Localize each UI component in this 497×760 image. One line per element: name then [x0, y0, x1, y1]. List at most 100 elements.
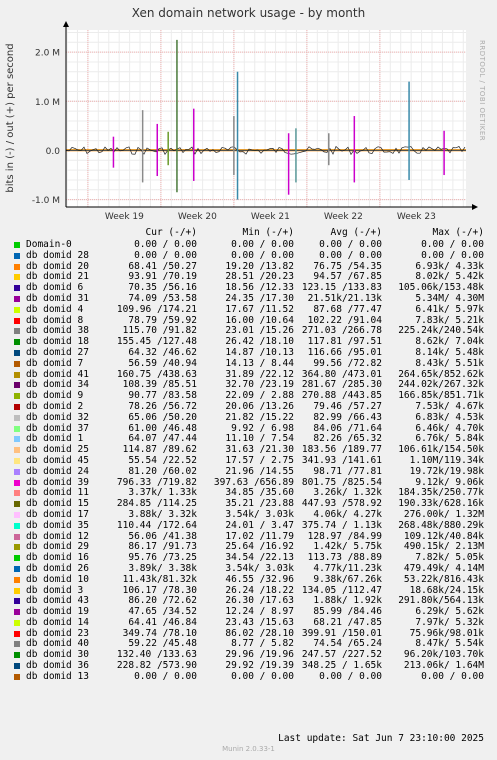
legend-series-name: db domid 8	[26, 314, 84, 326]
last-update: Last update: Sat Jun 7 23:10:00 2025	[278, 733, 484, 744]
legend-avg-value: 21.51k/21.13k	[307, 292, 382, 304]
legend-cur-value: 110.44 /172.64	[116, 519, 197, 531]
legend-min-value: 23.01 /15.26	[225, 325, 294, 337]
legend-cur-value: 115.70 /91.82	[122, 325, 197, 337]
legend-swatch	[14, 598, 20, 605]
legend-max-value: 9.12k/ 9.06k	[415, 476, 484, 488]
legend-min-value: 0.00 / 0.00	[231, 239, 294, 250]
legend-cur-value: 68.41 /50.27	[128, 260, 197, 272]
legend-swatch	[14, 544, 20, 551]
legend-avg-value: 801.75 /825.54	[301, 476, 382, 488]
legend-row: db domid 26 3.89k/ 3.38k 3.54k/ 3.03k 4.77k…	[0, 562, 497, 575]
legend-swatch	[14, 360, 20, 367]
legend-min-value: 18.56 /12.33	[225, 282, 294, 294]
legend-swatch	[14, 425, 20, 432]
legend-max-value: 106.61k/154.50k	[398, 444, 484, 456]
legend-row: db domid 11 3.37k/ 1.33k 34.85 /35.60 3.26k…	[0, 488, 497, 499]
legend-cur-value: 228.82 /573.90	[116, 660, 197, 672]
legend-max-value: 166.85k/851.71k	[398, 390, 484, 402]
legend-series-name: db domid 27	[26, 346, 89, 358]
legend-row: db domid 2 78.26 /56.72 20.06 /13.26 79.46 …	[0, 400, 497, 413]
legend-max-value: 6.83k/ 4.53k	[415, 411, 484, 423]
legend-swatch	[14, 522, 20, 529]
legend-max-value: 105.06k/153.48k	[398, 282, 484, 294]
legend-row: db domid 18 155.45 /127.48 26.42 /18.10 117…	[0, 336, 497, 348]
legend-series-name: db domid 21	[26, 271, 89, 283]
legend-series-name: db domid 30	[26, 649, 89, 661]
legend-max-value: 490.15k/ 2.13M	[403, 541, 484, 553]
legend-min-value: 25.64 /16.92	[225, 541, 294, 553]
legend-max-value: 96.20k/103.70k	[403, 649, 484, 661]
legend-min-value: 0.00 / 0.00	[231, 670, 294, 682]
legend-swatch	[14, 609, 20, 616]
legend-max-value: 190.33k/628.16k	[398, 498, 484, 510]
legend-min-value: 9.92 / 6.98	[231, 422, 294, 434]
legend-max-value: 6.41k/ 5.97k	[415, 303, 484, 315]
legend-max-value: 184.35k/250.77k	[398, 487, 484, 499]
legend-row: db domid 38 115.70 /91.82 23.01 /15.26 271.…	[0, 326, 497, 337]
legend-swatch	[14, 252, 20, 259]
legend-row: db domid 19 47.65 /34.52 12.24 / 8.97 85.99…	[0, 606, 497, 618]
legend-row: db domid 15 284.85 /114.25 35.21 /23.88 447…	[0, 498, 497, 510]
legend-max-value: 19.72k/19.98k	[409, 465, 484, 477]
legend-swatch	[14, 339, 20, 346]
legend-row: db domid 34 108.39 /85.51 32.70 /23.19 281.…	[0, 380, 497, 391]
x-tick-label: Week 20	[178, 212, 217, 222]
legend-header-min: Min (-/+)	[242, 227, 294, 238]
legend-header-cur: Cur (-/+)	[145, 227, 197, 238]
legend-swatch	[14, 576, 20, 583]
legend-max-value: 213.06k/ 1.64M	[403, 660, 484, 672]
legend-swatch	[14, 555, 20, 562]
legend-avg-value: 4.06k/ 4.27k	[313, 508, 382, 520]
legend-max-value: 7.97k/ 5.32k	[415, 616, 484, 628]
legend-cur-value: 108.39 /85.51	[122, 379, 197, 391]
legend-row: db domid 8 78.79 /59.92 16.00 /10.64 102.22…	[0, 314, 497, 327]
legend-max-value: 18.68k/24.15k	[409, 584, 484, 596]
legend-cur-value: 0.00 / 0.00	[134, 239, 197, 250]
legend-max-value: 225.24k/240.54k	[398, 325, 484, 337]
legend-cur-value: 56.06 /41.38	[128, 530, 197, 542]
legend-row: db domid 7 56.59 /40.94 14.13 / 8.44 99.56 …	[0, 358, 497, 370]
legend-series-name: db domid 26	[26, 562, 89, 574]
legend-min-value: 0.00 / 0.00	[231, 249, 294, 261]
legend-cur-value: 114.87 /89.62	[122, 444, 197, 456]
legend-cur-value: 349.74 /78.10	[122, 627, 197, 639]
legend-min-value: 24.35 /17.30	[225, 292, 294, 304]
legend-series-name: db domid 3	[26, 584, 84, 596]
legend-max-value: 0.00 / 0.00	[421, 670, 484, 682]
legend-avg-value: 85.99 /84.46	[313, 606, 382, 618]
legend-max-value: 6.76k/ 5.84k	[415, 433, 484, 445]
legend-avg-value: 128.97 /84.99	[307, 530, 382, 542]
legend-avg-value: 447.93 /578.92	[301, 498, 382, 510]
legend-swatch	[14, 285, 20, 292]
legend-series-name: db domid 2	[26, 400, 84, 412]
legend-avg-value: 134.05 /112.47	[301, 584, 382, 596]
legend-max-value: 109.12k/40.84k	[403, 530, 484, 542]
legend-row: db domid 45 55.54 /22.52 17.57 / 2.75 341.9…	[0, 455, 497, 467]
legend-series-name: db domid 15	[26, 498, 89, 510]
legend-min-value: 8.77 / 5.82	[231, 638, 294, 650]
legend-row: db domid 28 0.00 / 0.00 0.00 / 0.00 0.00 / …	[0, 249, 497, 262]
legend-swatch	[14, 479, 20, 486]
legend-max-value: 6.93k/ 4.33k	[415, 260, 484, 272]
legend-min-value: 24.01 / 3.47	[225, 519, 294, 531]
legend-min-value: 23.43 /15.63	[225, 616, 294, 628]
legend-avg-value: 1.88k/ 1.92k	[313, 595, 382, 607]
legend-header-max: Max (-/+)	[432, 227, 484, 238]
legend-max-value: 75.96k/98.01k	[409, 627, 484, 639]
legend-avg-value: 68.21 /47.85	[313, 616, 382, 628]
legend-cur-value: 11.43k/81.32k	[122, 573, 197, 585]
rrdtool-watermark: RRDTOOL / TOBI OETIKER	[478, 40, 486, 142]
legend-swatch	[14, 457, 20, 464]
legend-swatch	[14, 565, 20, 572]
legend-avg-value: 0.00 / 0.00	[319, 670, 382, 682]
legend-series-name: db domid 35	[26, 519, 89, 531]
legend-swatch	[14, 447, 20, 454]
legend-avg-value: 183.56 /189.77	[301, 444, 382, 456]
legend-swatch	[14, 587, 20, 594]
legend-cur-value: 78.79 /59.92	[128, 314, 197, 326]
legend-series-name: db domid 4	[26, 303, 84, 315]
legend-min-value: 29.96 /19.96	[225, 649, 294, 661]
legend-cur-value: 64.32 /46.62	[128, 346, 197, 358]
legend-avg-value: 79.46 /57.27	[313, 400, 382, 412]
